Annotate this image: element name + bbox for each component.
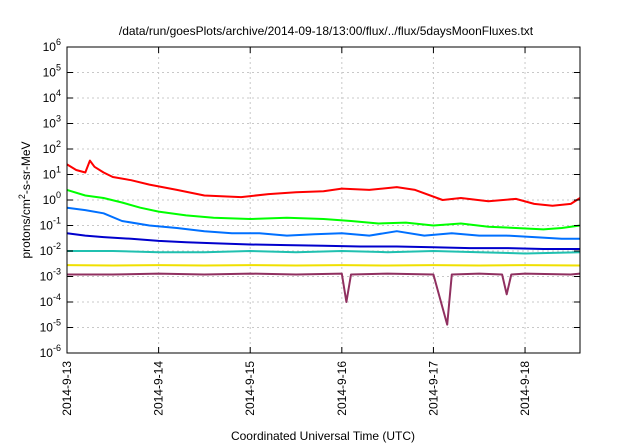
series-line-5 [67, 250, 581, 255]
x-tick-label: 2014-9-13 [60, 361, 74, 416]
series-line-3 [66, 206, 580, 240]
series-line-1 [66, 159, 581, 207]
y-tick-label: 102 [43, 139, 61, 156]
y-axis: 10-6 10-5 10-4 10-3 10-2 10-1 100 101 102 103 104 1… [40, 37, 580, 360]
x-tick-label: 2014-9-18 [518, 361, 532, 416]
x-tick-label: 2014-9-16 [335, 361, 349, 416]
y-tick-label: 105 [43, 63, 61, 80]
series-line-4 [66, 232, 580, 250]
y-tick-label: 103 [43, 114, 61, 131]
chart-title: /data/run/goesPlots/archive/2014-09-18/1… [119, 24, 534, 38]
x-axis-label: Coordinated Universal Time (UTC) [231, 429, 415, 443]
y-tick-label: 106 [43, 37, 61, 54]
x-axis: 2014-9-13 2014-9-14 2014-9-15 2014-9-16 2014… [60, 47, 532, 416]
grid-lines [67, 47, 580, 353]
x-tick-label: 2014-9-17 [426, 361, 440, 416]
series-line-7 [67, 272, 581, 326]
y-axis-label-sup: 2 [17, 194, 27, 199]
y-tick-label: 10-4 [40, 292, 61, 309]
y-tick-label: 10-3 [40, 267, 61, 284]
y-tick-label: 10-2 [40, 241, 61, 258]
y-tick-label: 104 [43, 88, 61, 105]
y-axis-label-base: protons/cm [19, 199, 33, 258]
series-line-2 [66, 188, 581, 231]
series-layer [66, 159, 581, 326]
y-tick-label: 10-6 [40, 343, 61, 360]
y-axis-label: protons/cm2-s-sr-MeV [17, 141, 33, 258]
y-tick-label: 10-5 [40, 318, 61, 335]
y-tick-label: 10-1 [40, 216, 61, 233]
y-tick-label: 100 [43, 190, 61, 207]
x-tick-label: 2014-9-14 [152, 361, 166, 416]
y-tick-label: 101 [43, 165, 61, 182]
x-tick-label: 2014-9-15 [243, 361, 257, 416]
y-axis-label-rest: -s-sr-MeV [19, 141, 33, 194]
